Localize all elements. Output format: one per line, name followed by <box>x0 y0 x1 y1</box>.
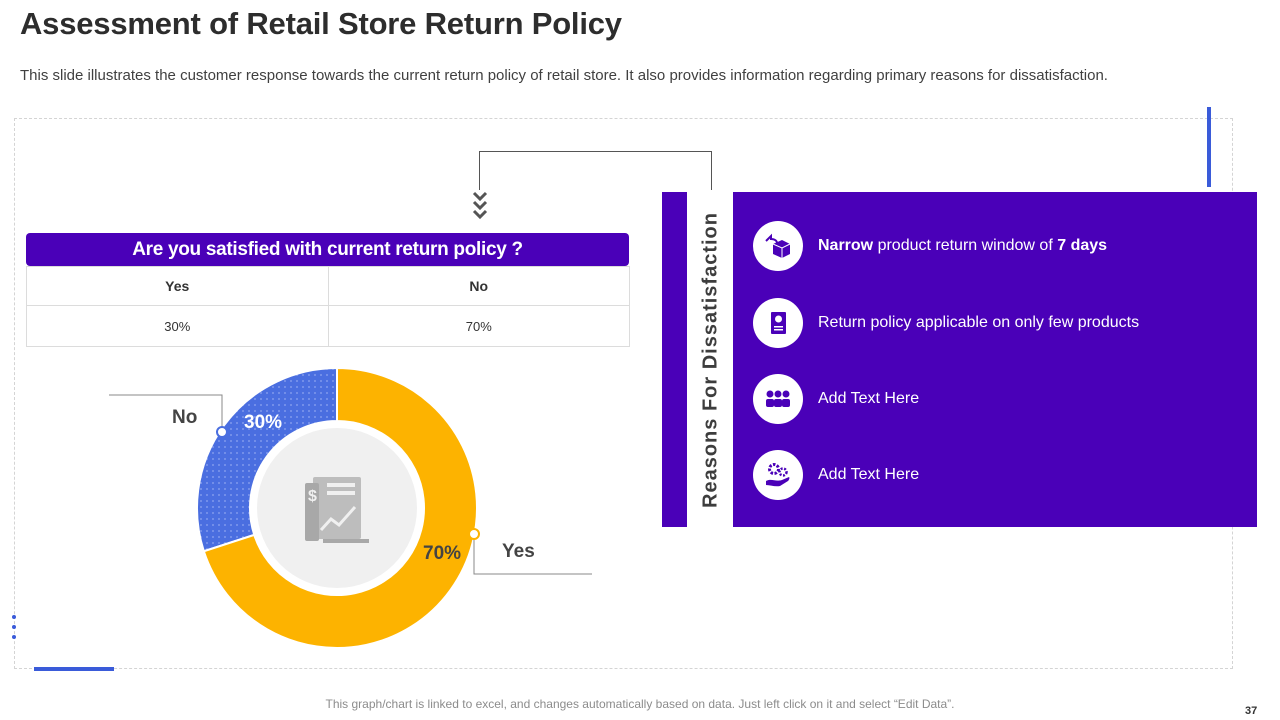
people-group-icon <box>753 374 803 424</box>
reason-text: Add Text Here <box>818 390 920 407</box>
table-header-row: Yes No <box>26 266 630 306</box>
reason-item: Narrow product return window of 7 days <box>753 220 1107 272</box>
reason-item: Add Text Here <box>753 373 919 425</box>
policy-document-icon <box>753 298 803 348</box>
accent-line-bottom <box>34 667 114 671</box>
reason-item: Return policy applicable on only few pro… <box>753 297 1139 349</box>
value-no: 70% <box>327 305 630 347</box>
page-subtitle: This slide illustrates the customer resp… <box>20 67 1108 84</box>
reasons-heading: Reasons For Dissatisfaction <box>699 212 722 508</box>
legend-yes: Yes <box>502 541 535 562</box>
chevron-down-icon <box>472 191 488 220</box>
data-label-no: 30% <box>244 412 283 433</box>
legend-no: No <box>172 407 198 428</box>
accent-line-right <box>1207 107 1211 187</box>
value-yes: 30% <box>26 305 329 347</box>
reason-text: Narrow product return window of 7 days <box>818 237 1108 254</box>
reason-text: Return policy applicable on only few pro… <box>818 314 1140 331</box>
table-row: 30% 70% <box>26 305 630 347</box>
page-number: 37 <box>1245 705 1258 717</box>
header-yes: Yes <box>26 266 329 306</box>
reasons-side-bar <box>662 192 687 527</box>
page-title: Assessment of Retail Store Return Policy <box>20 6 622 41</box>
reason-text: Add Text Here <box>818 466 920 483</box>
data-label-yes: 70% <box>423 543 462 564</box>
connector-line <box>479 151 712 190</box>
reasons-panel: Narrow product return window of 7 days R… <box>733 192 1257 527</box>
footer-note: This graph/chart is linked to excel, and… <box>325 697 955 711</box>
survey-table: Yes No 30% 70% <box>26 266 630 347</box>
return-box-icon <box>753 221 803 271</box>
reason-item: Add Text Here <box>753 449 919 501</box>
survey-question: Are you satisfied with current return po… <box>26 233 629 266</box>
decorative-dots <box>12 615 17 645</box>
hand-gear-icon <box>753 450 803 500</box>
header-no: No <box>327 266 630 306</box>
